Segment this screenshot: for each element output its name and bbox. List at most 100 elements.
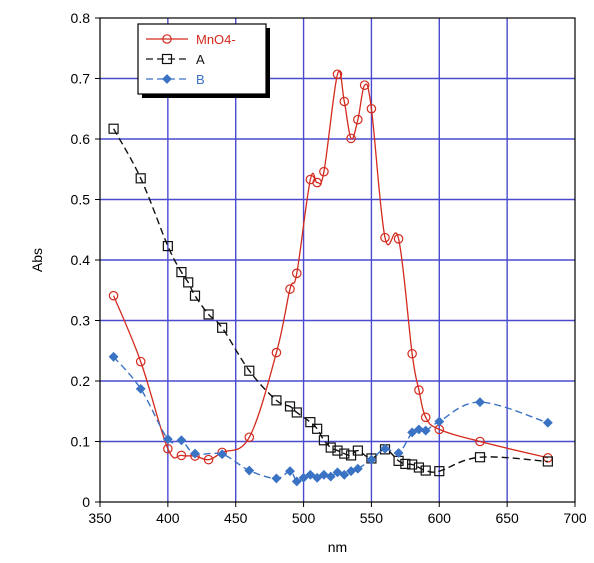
series-b xyxy=(108,351,553,487)
data-point-mno4 xyxy=(353,114,363,125)
data-point-a xyxy=(176,267,187,278)
data-point-a xyxy=(434,466,445,477)
data-point-b xyxy=(542,417,553,428)
data-point-mno4 xyxy=(203,454,214,465)
legend-label-mno4: MnO4- xyxy=(196,32,236,47)
data-point-b xyxy=(162,434,173,445)
data-point-a xyxy=(183,277,194,288)
x-tick-label: 550 xyxy=(360,510,384,526)
data-point-b xyxy=(176,435,187,446)
data-point-mno4 xyxy=(271,347,282,358)
y-tick-label: 0.3 xyxy=(71,313,91,329)
data-point-b xyxy=(339,469,350,480)
data-point-b xyxy=(305,469,316,480)
data-point-a xyxy=(271,395,282,406)
y-tick-label: 0 xyxy=(82,494,90,510)
series-a xyxy=(108,123,553,477)
data-point-b xyxy=(325,471,336,482)
data-point-mno4 xyxy=(291,268,302,279)
data-point-mno4 xyxy=(135,356,146,367)
data-point-mno4 xyxy=(407,348,417,359)
data-point-a xyxy=(339,448,350,459)
data-point-b xyxy=(407,427,418,438)
data-point-a xyxy=(162,240,173,252)
data-point-b xyxy=(319,469,329,480)
data-point-mno4 xyxy=(366,103,377,114)
data-point-mno4 xyxy=(420,412,431,423)
data-point-mno4 xyxy=(346,133,356,144)
data-point-b xyxy=(244,465,255,476)
data-point-b xyxy=(352,463,363,474)
data-point-a xyxy=(284,401,296,412)
y-tick-label: 0.7 xyxy=(71,71,91,87)
data-point-b xyxy=(108,351,119,362)
data-point-mno4 xyxy=(414,385,424,395)
y-tick-label: 0.1 xyxy=(71,434,91,450)
data-point-a xyxy=(407,459,418,470)
legend-items: MnO4- AB xyxy=(146,32,236,87)
data-point-b xyxy=(475,397,485,408)
data-point-mno4 xyxy=(319,166,329,177)
x-tick-label: 350 xyxy=(88,510,112,526)
data-point-a xyxy=(318,435,330,446)
data-point-a xyxy=(305,417,316,428)
data-point-a xyxy=(352,445,363,456)
legend-marker-b xyxy=(162,74,172,84)
data-point-b xyxy=(414,424,424,435)
series-line-a xyxy=(112,128,548,473)
data-point-mno4 xyxy=(244,432,255,443)
y-tick-label: 0.2 xyxy=(71,373,91,389)
data-point-b xyxy=(366,454,377,465)
data-point-b xyxy=(420,425,431,436)
data-point-b xyxy=(135,383,146,394)
data-point-a xyxy=(542,456,553,467)
data-point-mno4 xyxy=(176,450,187,461)
x-tick-label: 650 xyxy=(495,510,519,526)
data-point-a xyxy=(420,465,431,476)
data-point-a xyxy=(413,462,425,473)
axis-ticks: 350 400 450 500 550 600 650 700 0 0.1 0.2 0.3 0.4 0.5… xyxy=(71,10,587,526)
series-layer xyxy=(108,69,553,487)
series-line-mno4 xyxy=(112,70,549,461)
data-point-b xyxy=(298,472,309,483)
data-point-a xyxy=(474,452,486,463)
data-point-b xyxy=(434,416,445,427)
data-point-a xyxy=(189,290,201,301)
data-point-a xyxy=(400,458,411,469)
x-tick-label: 450 xyxy=(224,510,248,526)
data-point-a xyxy=(108,123,119,134)
data-point-mno4 xyxy=(339,96,350,107)
data-point-b xyxy=(217,449,228,460)
data-point-mno4 xyxy=(393,234,404,244)
data-point-a xyxy=(325,442,336,453)
data-point-b xyxy=(271,473,282,484)
y-axis-label: Abs xyxy=(29,248,45,272)
y-tick-label: 0.4 xyxy=(71,252,91,268)
data-point-mno4 xyxy=(475,436,485,447)
x-tick-label: 600 xyxy=(428,510,452,526)
data-point-mno4 xyxy=(163,443,173,454)
series-line-b xyxy=(113,356,549,483)
data-point-a xyxy=(135,173,146,184)
x-tick-label: 500 xyxy=(292,510,316,526)
data-point-a xyxy=(332,445,343,456)
data-point-a xyxy=(203,309,214,320)
data-point-a xyxy=(312,423,323,434)
legend: MnO4- AB xyxy=(137,23,270,98)
data-point-a xyxy=(217,322,228,333)
data-point-a xyxy=(244,365,255,376)
legend-marker-a xyxy=(161,53,173,65)
x-tick-label: 700 xyxy=(563,510,587,526)
y-tick-label: 0.5 xyxy=(71,192,91,208)
y-tick-label: 0.8 xyxy=(71,10,91,26)
data-point-b xyxy=(380,443,390,454)
data-point-mno4 xyxy=(332,69,343,80)
data-point-b xyxy=(312,472,323,483)
x-axis-label: nm xyxy=(328,539,347,555)
data-point-b xyxy=(393,448,404,458)
data-point-a xyxy=(291,407,302,418)
data-point-mno4 xyxy=(312,177,322,188)
data-point-mno4 xyxy=(285,284,295,294)
x-tick-label: 400 xyxy=(156,510,180,526)
